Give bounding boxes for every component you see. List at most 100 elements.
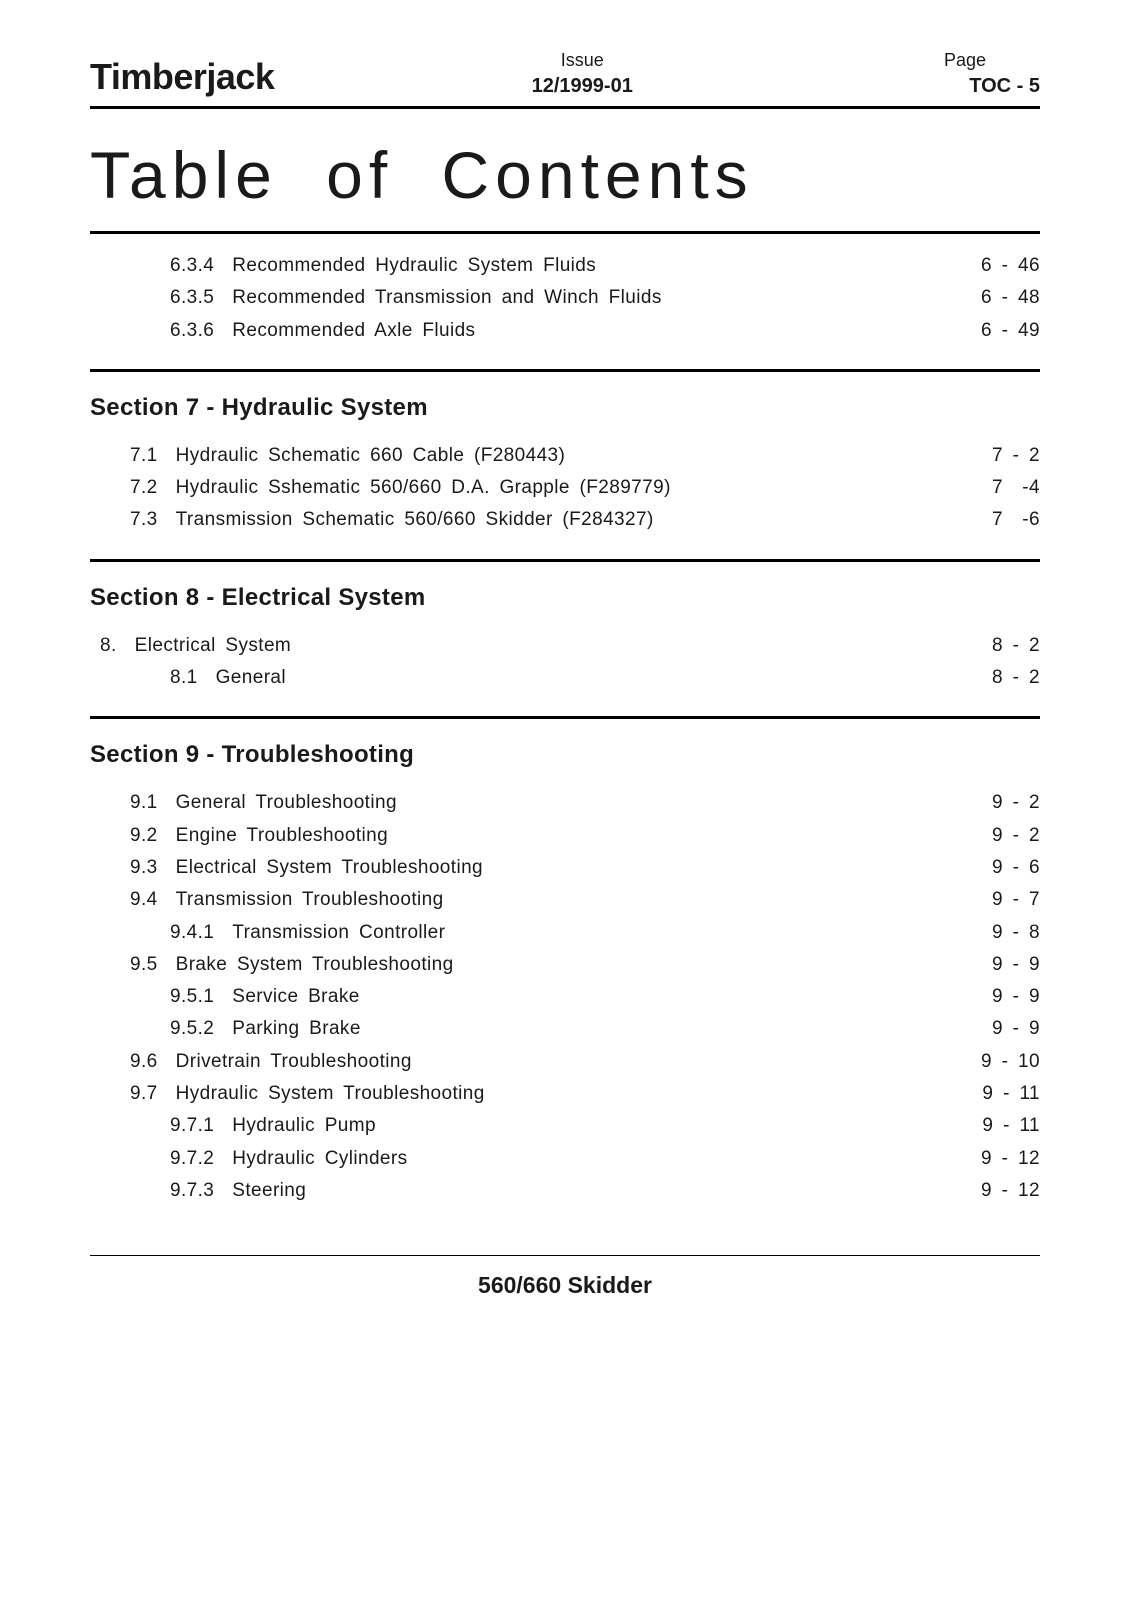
toc-entry-page: 7 -4 [930, 472, 1040, 504]
toc-row: 8.1General8 - 2 [90, 662, 1040, 694]
toc-row: 9.5Brake System Troubleshooting9 - 9 [90, 949, 1040, 981]
toc-entry-number: 9.1 [130, 787, 176, 819]
toc-entry-title: Hydraulic System Troubleshooting [176, 1078, 930, 1110]
header-page-block: Page TOC - 5 [890, 50, 1040, 98]
toc-entry-title: Recommended Axle Fluids [232, 315, 930, 347]
title-rule [90, 231, 1040, 234]
brand-logo-text: Timberjack [90, 56, 274, 98]
toc-row: 9.3Electrical System Troubleshooting9 - … [90, 852, 1040, 884]
page-label: Page [890, 50, 1040, 71]
toc-entry-page: 9 - 8 [930, 917, 1040, 949]
toc-entry-title: Brake System Troubleshooting [176, 949, 930, 981]
page-value: TOC - 5 [890, 75, 1040, 98]
toc-row: 9.7.2Hydraulic Cylinders9 - 12 [90, 1143, 1040, 1175]
toc-entry-title: Transmission Controller [232, 917, 930, 949]
toc-entry-page: 9 - 12 [930, 1143, 1040, 1175]
toc-entry-number: 7.2 [130, 472, 176, 504]
toc-entry-page: 9 - 2 [930, 820, 1040, 852]
toc-entry-title: Hydraulic Pump [232, 1110, 930, 1142]
toc-row: 9.4Transmission Troubleshooting9 - 7 [90, 884, 1040, 916]
toc-row: 7.3Transmission Schematic 560/660 Skidde… [90, 504, 1040, 536]
toc-entry-page: 7 -6 [930, 504, 1040, 536]
page-header: Timberjack Issue 12/1999-01 Page TOC - 5 [90, 50, 1040, 109]
toc-entry-title: Hydraulic Sshematic 560/660 D.A. Grapple… [176, 472, 930, 504]
toc-row: 9.5.2Parking Brake9 - 9 [90, 1013, 1040, 1045]
toc-row: 7.2Hydraulic Sshematic 560/660 D.A. Grap… [90, 472, 1040, 504]
toc-entry-number: 9.6 [130, 1046, 176, 1078]
toc-group-s9: 9.1General Troubleshooting9 - 29.2Engine… [90, 787, 1040, 1207]
toc-entry-title: Engine Troubleshooting [176, 820, 930, 852]
toc-entry-title: General Troubleshooting [176, 787, 930, 819]
toc-entry-page: 6 - 49 [930, 315, 1040, 347]
toc-entry-number: 6.3.5 [170, 282, 232, 314]
toc-entry-title: Transmission Troubleshooting [176, 884, 930, 916]
section-heading: Section 8 - Electrical System [90, 584, 1040, 612]
toc-row: 8.Electrical System8 - 2 [90, 630, 1040, 662]
toc-entry-page: 6 - 48 [930, 282, 1040, 314]
toc-entry-page: 9 - 9 [930, 981, 1040, 1013]
page-title: Table of Contents [90, 137, 1040, 213]
toc-entry-page: 7 - 2 [930, 440, 1040, 472]
toc-entry-title: Steering [232, 1175, 930, 1207]
toc-row: 7.1Hydraulic Schematic 660 Cable (F28044… [90, 440, 1040, 472]
toc-entry-page: 9 - 9 [930, 949, 1040, 981]
toc-entry-number: 9.2 [130, 820, 176, 852]
toc-entry-page: 8 - 2 [930, 630, 1040, 662]
group-rule-pre [90, 369, 1040, 372]
toc-entry-title: Electrical System Troubleshooting [176, 852, 930, 884]
toc-entry-page: 9 - 9 [930, 1013, 1040, 1045]
toc-entry-number: 9.5 [130, 949, 176, 981]
section-heading: Section 9 - Troubleshooting [90, 741, 1040, 769]
toc-row: 9.7Hydraulic System Troubleshooting9 - 1… [90, 1078, 1040, 1110]
toc-row: 9.2Engine Troubleshooting9 - 2 [90, 820, 1040, 852]
toc-group-s8: 8.Electrical System8 - 28.1General8 - 2 [90, 630, 1040, 695]
toc-row: 9.5.1Service Brake9 - 9 [90, 981, 1040, 1013]
toc-entry-title: Hydraulic Schematic 660 Cable (F280443) [176, 440, 930, 472]
toc-group-s7: 7.1Hydraulic Schematic 660 Cable (F28044… [90, 440, 1040, 537]
toc-row: 6.3.5Recommended Transmission and Winch … [90, 282, 1040, 314]
toc-entry-number: 8.1 [170, 662, 216, 694]
toc-entry-number: 6.3.4 [170, 250, 232, 282]
toc-entry-title: Service Brake [232, 981, 930, 1013]
group-rule-s8 [90, 716, 1040, 719]
toc-row: 6.3.6Recommended Axle Fluids6 - 49 [90, 315, 1040, 347]
toc-entry-number: 9.7.3 [170, 1175, 232, 1207]
toc-entry-page: 9 - 7 [930, 884, 1040, 916]
toc-row: 9.1General Troubleshooting9 - 2 [90, 787, 1040, 819]
toc-entry-page: 6 - 46 [930, 250, 1040, 282]
issue-value: 12/1999-01 [472, 75, 692, 98]
page-footer: 560/660 Skidder [90, 1255, 1040, 1299]
toc-entry-title: Drivetrain Troubleshooting [176, 1046, 930, 1078]
toc-row: 9.7.1Hydraulic Pump9 - 11 [90, 1110, 1040, 1142]
toc-entry-number: 9.4.1 [170, 917, 232, 949]
toc-entry-title: Transmission Schematic 560/660 Skidder (… [176, 504, 930, 536]
toc-entry-number: 9.7.1 [170, 1110, 232, 1142]
toc-row: 9.4.1Transmission Controller9 - 8 [90, 917, 1040, 949]
toc-entry-page: 9 - 2 [930, 787, 1040, 819]
toc-entry-number: 6.3.6 [170, 315, 232, 347]
toc-entry-title: Recommended Transmission and Winch Fluid… [232, 282, 930, 314]
toc-entry-number: 9.3 [130, 852, 176, 884]
issue-label: Issue [472, 50, 692, 71]
toc-entry-number: 9.4 [130, 884, 176, 916]
toc-entry-title: Parking Brake [232, 1013, 930, 1045]
toc-entry-title: Electrical System [135, 630, 930, 662]
toc-entry-number: 9.5.1 [170, 981, 232, 1013]
toc-entry-number: 9.7.2 [170, 1143, 232, 1175]
header-issue-block: Issue 12/1999-01 [472, 50, 692, 98]
toc-entry-title: General [216, 662, 930, 694]
toc-row: 9.6Drivetrain Troubleshooting9 - 10 [90, 1046, 1040, 1078]
toc-entry-page: 8 - 2 [930, 662, 1040, 694]
toc-entry-number: 8. [100, 630, 135, 662]
toc-entry-number: 9.5.2 [170, 1013, 232, 1045]
group-rule-s7 [90, 559, 1040, 562]
toc-entry-title: Hydraulic Cylinders [232, 1143, 930, 1175]
toc-entry-number: 7.1 [130, 440, 176, 472]
toc-entry-number: 7.3 [130, 504, 176, 536]
toc-entry-page: 9 - 11 [930, 1078, 1040, 1110]
toc-entry-number: 9.7 [130, 1078, 176, 1110]
toc-entry-page: 9 - 12 [930, 1175, 1040, 1207]
section-heading: Section 7 - Hydraulic System [90, 394, 1040, 422]
toc-group-pre: 6.3.4Recommended Hydraulic System Fluids… [90, 250, 1040, 347]
toc-entry-title: Recommended Hydraulic System Fluids [232, 250, 930, 282]
